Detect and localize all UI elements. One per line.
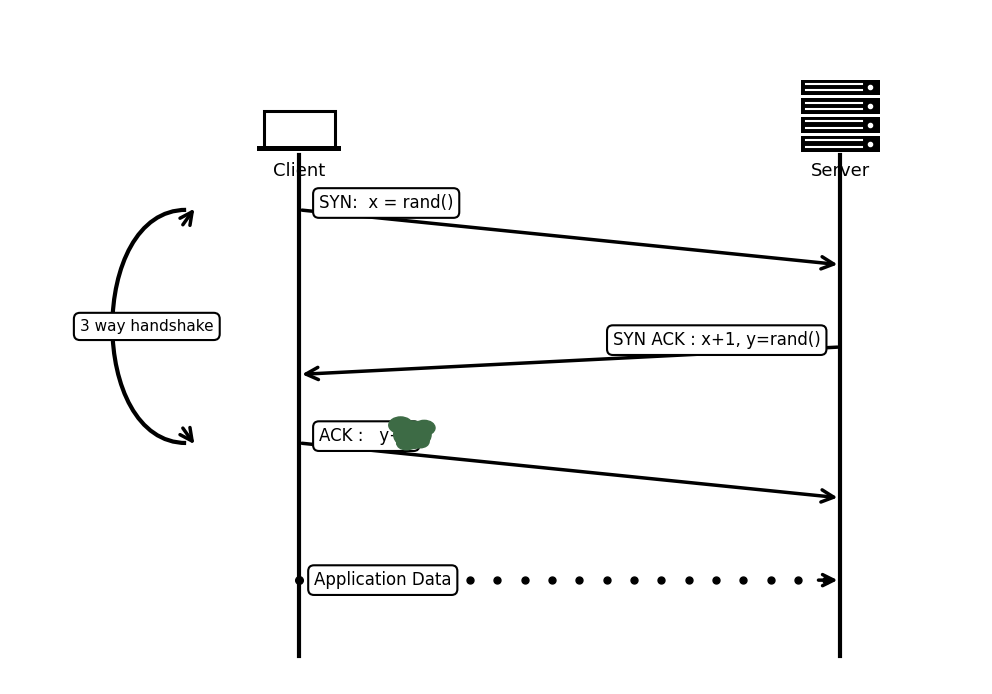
Text: SYN:  x = rand(): SYN: x = rand() (319, 194, 453, 212)
FancyBboxPatch shape (801, 99, 880, 114)
FancyBboxPatch shape (801, 136, 880, 151)
Ellipse shape (394, 421, 432, 448)
Ellipse shape (389, 417, 413, 433)
Ellipse shape (397, 436, 417, 450)
Ellipse shape (412, 435, 430, 448)
Text: Server: Server (810, 162, 870, 180)
FancyBboxPatch shape (801, 80, 880, 95)
Text: Application Data: Application Data (314, 571, 451, 589)
FancyBboxPatch shape (801, 117, 880, 133)
FancyBboxPatch shape (264, 111, 335, 148)
Text: ACK :   y+1: ACK : y+1 (319, 427, 414, 445)
Text: SYN ACK : x+1, y=rand(): SYN ACK : x+1, y=rand() (613, 331, 820, 349)
Text: Client: Client (273, 162, 325, 180)
Ellipse shape (414, 421, 435, 435)
FancyBboxPatch shape (258, 146, 341, 151)
Text: 3 way handshake: 3 way handshake (80, 319, 213, 334)
